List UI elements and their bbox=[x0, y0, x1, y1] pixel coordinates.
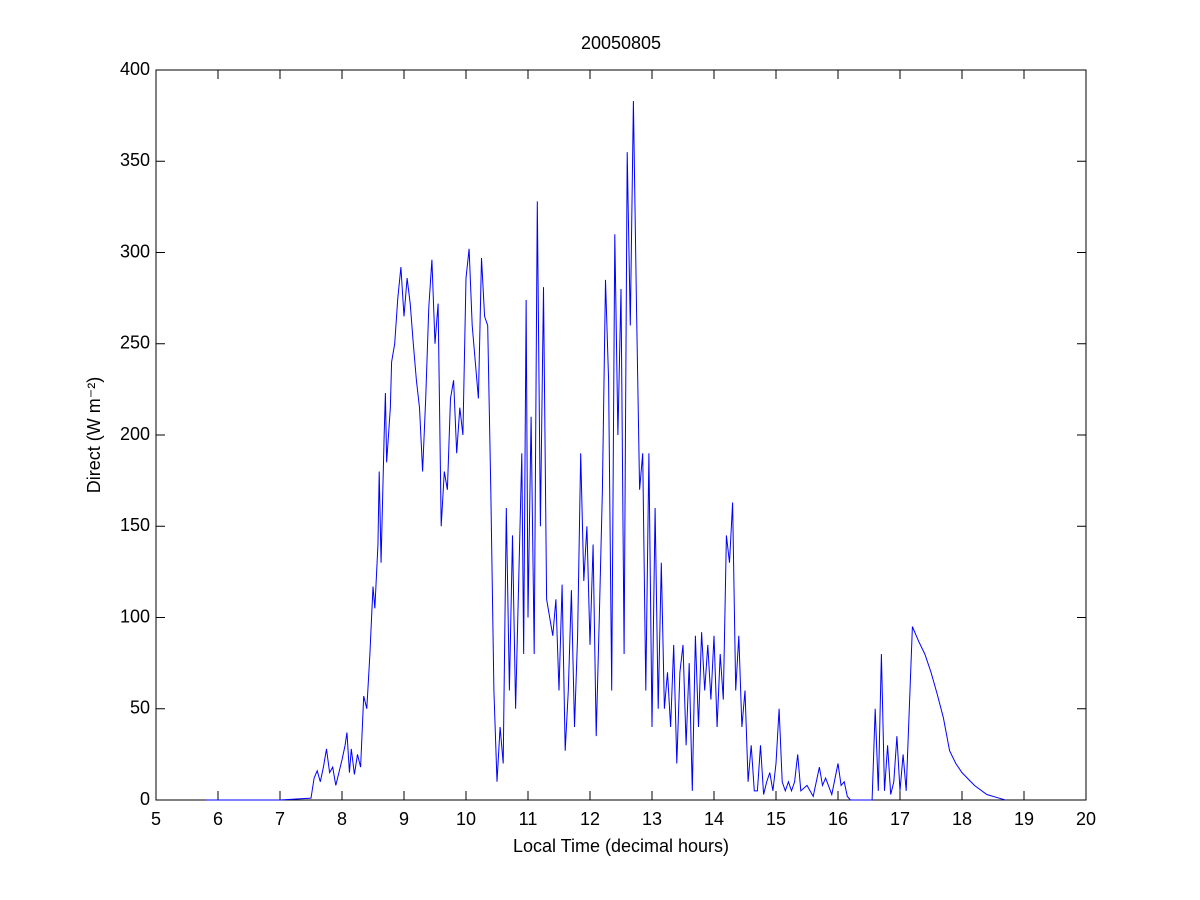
x-tick-label: 7 bbox=[275, 809, 285, 829]
x-tick-label: 18 bbox=[952, 809, 972, 829]
data-line bbox=[205, 101, 1006, 801]
y-tick-label: 200 bbox=[120, 424, 150, 444]
y-tick-label: 50 bbox=[130, 698, 150, 718]
y-tick-label: 100 bbox=[120, 606, 150, 626]
y-axis-label: Direct (W m⁻²) bbox=[84, 377, 104, 493]
x-tick-label: 20 bbox=[1076, 809, 1096, 829]
x-tick-label: 16 bbox=[828, 809, 848, 829]
x-tick-label: 9 bbox=[399, 809, 409, 829]
x-tick-label: 6 bbox=[213, 809, 223, 829]
x-tick-label: 5 bbox=[151, 809, 161, 829]
x-tick-label: 15 bbox=[766, 809, 786, 829]
chart-title: 20050805 bbox=[581, 33, 661, 53]
x-axis-label: Local Time (decimal hours) bbox=[513, 836, 729, 856]
x-tick-label: 11 bbox=[519, 809, 538, 829]
x-tick-label: 12 bbox=[580, 809, 600, 829]
x-tick-label: 13 bbox=[642, 809, 662, 829]
y-tick-label: 350 bbox=[120, 150, 150, 170]
y-tick-label: 400 bbox=[120, 59, 150, 79]
x-tick-label: 17 bbox=[890, 809, 910, 829]
x-tick-label: 19 bbox=[1014, 809, 1034, 829]
y-tick-label: 300 bbox=[120, 241, 150, 261]
y-tick-label: 0 bbox=[140, 789, 150, 809]
x-tick-label: 10 bbox=[456, 809, 476, 829]
x-tick-label: 8 bbox=[337, 809, 347, 829]
y-tick-label: 250 bbox=[120, 333, 150, 353]
x-tick-label: 14 bbox=[704, 809, 724, 829]
plot-frame bbox=[155, 69, 1087, 801]
y-tick-label: 150 bbox=[120, 515, 150, 535]
